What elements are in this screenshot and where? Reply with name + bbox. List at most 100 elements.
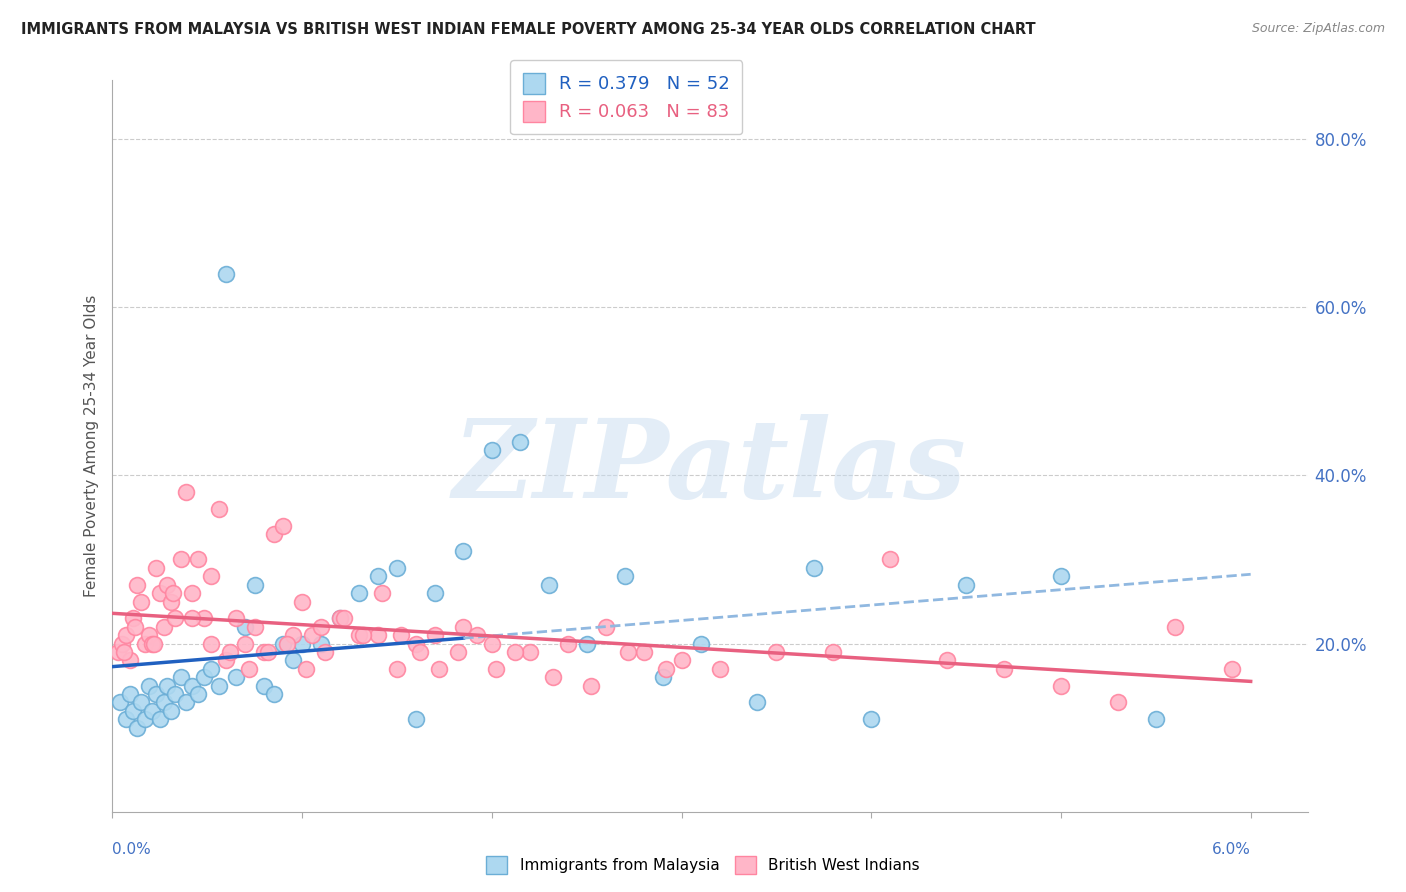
Point (193, 670, 215, 684)
Point (107, 645, 129, 659)
Point (111, 636, 134, 650)
Point (219, 645, 242, 659)
Point (367, 628, 389, 642)
Point (541, 670, 564, 684)
Point (301, 628, 323, 642)
Point (181, 586, 204, 600)
Point (860, 712, 883, 726)
Point (509, 434, 531, 449)
Point (271, 519, 294, 533)
Point (465, 628, 488, 642)
Legend: Immigrants from Malaysia, British West Indians: Immigrants from Malaysia, British West I… (479, 850, 927, 880)
Point (276, 636, 298, 650)
Point (233, 620, 256, 634)
Point (1220, 662, 1243, 676)
Point (165, 687, 187, 701)
Point (537, 578, 560, 592)
Point (765, 645, 787, 659)
Point (176, 485, 198, 500)
Point (187, 687, 209, 701)
Point (447, 645, 470, 659)
Point (152, 695, 174, 709)
Point (329, 611, 352, 625)
Point (118, 653, 141, 667)
Point (1050, 569, 1073, 583)
Point (160, 594, 183, 608)
Point (1107, 695, 1129, 709)
Point (1144, 712, 1167, 726)
Point (193, 611, 215, 625)
Point (225, 611, 247, 625)
Point (453, 544, 475, 558)
Point (156, 679, 179, 693)
Point (709, 662, 731, 676)
Point (238, 662, 260, 676)
Point (114, 712, 136, 726)
Point (936, 653, 959, 667)
Point (156, 578, 179, 592)
Point (613, 569, 636, 583)
Point (181, 611, 204, 625)
Point (200, 569, 222, 583)
Point (122, 611, 145, 625)
Point (481, 636, 503, 650)
Point (149, 586, 172, 600)
Point (295, 662, 318, 676)
Y-axis label: Female Poverty Among 25-34 Year Olds: Female Poverty Among 25-34 Year Olds (83, 295, 98, 597)
Point (122, 704, 145, 718)
Point (170, 552, 193, 566)
Point (160, 704, 183, 718)
Point (181, 679, 204, 693)
Text: 6.0%: 6.0% (1212, 842, 1251, 857)
Point (314, 645, 336, 659)
Point (427, 662, 450, 676)
Point (141, 636, 163, 650)
Point (347, 628, 370, 642)
Point (145, 561, 167, 575)
Point (503, 645, 526, 659)
Point (823, 645, 845, 659)
Point (309, 620, 332, 634)
Point (423, 628, 446, 642)
Point (141, 704, 163, 718)
Point (263, 687, 285, 701)
Point (352, 628, 374, 642)
Point (233, 636, 256, 650)
Point (138, 628, 160, 642)
Point (176, 695, 198, 709)
Point (129, 695, 152, 709)
Point (309, 636, 332, 650)
Point (108, 695, 131, 709)
Point (208, 502, 231, 516)
Point (162, 586, 184, 600)
Point (879, 552, 901, 566)
Point (134, 712, 156, 726)
Point (208, 679, 231, 693)
Point (423, 586, 446, 600)
Point (225, 670, 247, 684)
Point (215, 653, 238, 667)
Point (243, 578, 266, 592)
Point (617, 645, 640, 659)
Point (112, 645, 135, 659)
Point (114, 628, 136, 642)
Point (385, 561, 408, 575)
Text: 0.0%: 0.0% (112, 842, 152, 857)
Point (519, 645, 541, 659)
Point (281, 653, 304, 667)
Text: IMMIGRANTS FROM MALAYSIA VS BRITISH WEST INDIAN FEMALE POVERTY AMONG 25-34 YEAR : IMMIGRANTS FROM MALAYSIA VS BRITISH WEST… (21, 22, 1036, 37)
Point (651, 670, 673, 684)
Point (271, 636, 294, 650)
Point (385, 662, 408, 676)
Point (389, 628, 412, 642)
Point (200, 636, 222, 650)
Point (127, 721, 149, 735)
Point (405, 712, 427, 726)
Point (134, 636, 156, 650)
Point (955, 578, 977, 592)
Point (124, 620, 146, 634)
Point (575, 636, 598, 650)
Point (257, 645, 280, 659)
Point (409, 645, 432, 659)
Point (655, 662, 678, 676)
